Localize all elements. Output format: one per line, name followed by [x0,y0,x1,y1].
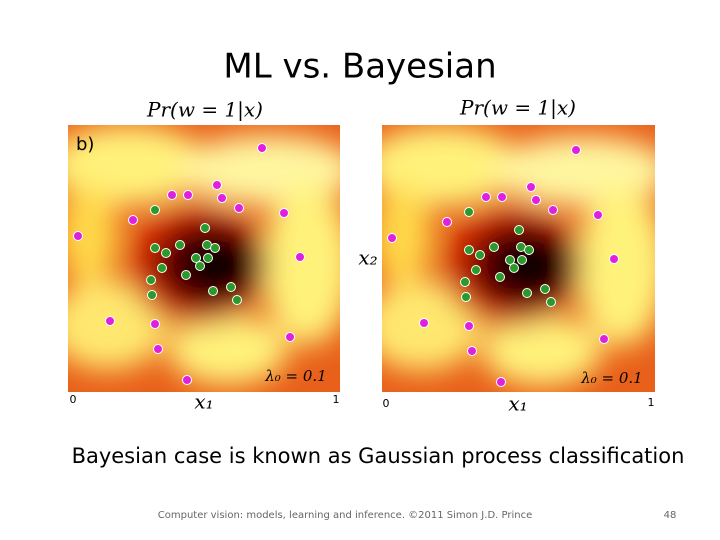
point-green [147,290,157,300]
x-min: 0 [383,397,390,410]
point-magenta [153,344,163,354]
point-green [546,297,556,307]
point-green [461,292,471,302]
panel-tag: b) [76,134,94,155]
point-magenta [599,334,609,344]
annotation: λ₀ = 0.1 [580,369,642,387]
point-green [522,288,532,298]
point-green [208,286,218,296]
point-magenta [73,231,83,241]
point-green [226,282,236,292]
point-magenta [105,316,115,326]
point-magenta [183,190,193,200]
point-green [191,253,201,263]
point-green [471,265,481,275]
point-green [200,223,210,233]
x-axis-label: x₁ [194,390,213,414]
footer: Computer vision: models, learning and in… [158,510,532,521]
point-green [514,225,524,235]
point-magenta [481,192,491,202]
point-green [175,240,185,250]
point-green [181,270,191,280]
panel-heading: Pr(w = 1|x) [146,98,263,123]
point-green [150,205,160,215]
y-axis-label: x₂ [358,246,377,270]
point-magenta [497,192,507,202]
annotation: λ₀ = 0.1 [264,367,326,385]
x-min: 0 [70,393,77,406]
point-green [232,295,242,305]
point-magenta [571,145,581,155]
point-magenta [467,346,477,356]
point-magenta [419,318,429,328]
point-magenta [128,215,138,225]
point-green [460,277,470,287]
point-magenta [609,254,619,264]
x-max: 1 [333,393,340,406]
point-magenta [295,252,305,262]
point-magenta [212,180,222,190]
x-axis-label: x₁ [508,392,527,416]
point-green [475,250,485,260]
point-magenta [593,210,603,220]
point-magenta [526,182,536,192]
point-green [524,245,534,255]
x-max: 1 [648,396,655,409]
point-magenta [217,193,227,203]
point-magenta [234,203,244,213]
point-magenta [182,375,192,385]
point-green [517,255,527,265]
point-green [489,242,499,252]
point-green [210,243,220,253]
point-green [203,253,213,263]
point-green [464,207,474,217]
point-green [161,248,171,258]
point-green [150,243,160,253]
point-magenta [285,332,295,342]
data-points [73,143,619,387]
slide-title: ML vs. Bayesian [223,47,496,87]
point-green [540,284,550,294]
point-magenta [257,143,267,153]
point-magenta [387,233,397,243]
point-green [505,255,515,265]
point-magenta [442,217,452,227]
page-number: 48 [664,510,677,521]
point-magenta [167,190,177,200]
point-magenta [150,319,160,329]
point-green [464,245,474,255]
point-magenta [464,321,474,331]
point-magenta [279,208,289,218]
point-magenta [496,377,506,387]
caption: Bayesian case is known as Gaussian proce… [72,444,685,468]
point-green [157,263,167,273]
point-green [495,272,505,282]
panel-heading: Pr(w = 1|x) [459,96,576,121]
point-green [509,263,519,273]
point-green [146,275,156,285]
point-magenta [531,195,541,205]
point-magenta [548,205,558,215]
point-green [195,261,205,271]
